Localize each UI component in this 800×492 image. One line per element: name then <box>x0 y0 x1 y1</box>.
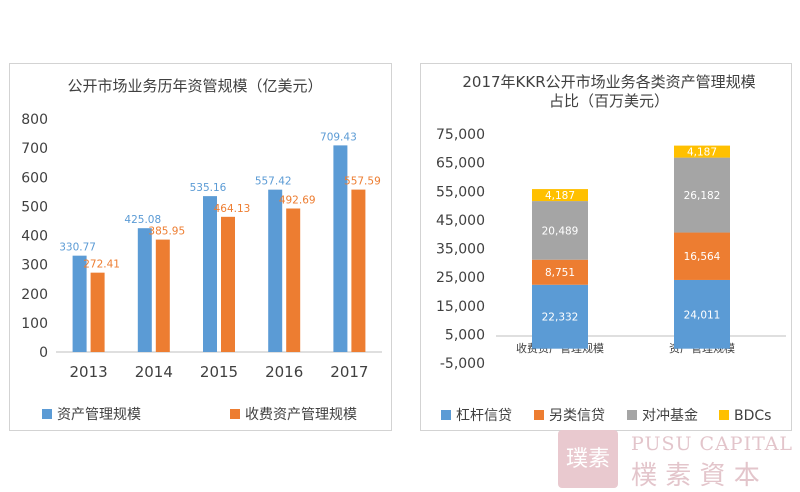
right-bar-segment-aum-1 <box>674 232 730 280</box>
left-x-tick-label: 2014 <box>135 363 173 381</box>
left-data-label: 425.08 <box>124 214 161 226</box>
legend-label-series-2: 收费资产管理规模 <box>245 407 357 423</box>
left-x-tick-label: 2015 <box>200 363 238 381</box>
legend-label-series-1: 资产管理规模 <box>57 407 141 423</box>
right-chart-svg: 2017年KKR公开市场业务各类资产管理规模 占比（百万美元） 75,000 65… <box>436 73 786 424</box>
left-y-tick-label: 500 <box>21 199 48 215</box>
legend-label-leveraged-credit: 杠杆信贷 <box>456 408 512 424</box>
left-data-label: 330.77 <box>59 242 96 254</box>
left-data-label: 385.95 <box>148 226 185 238</box>
right-bar-segment-aum-0 <box>674 279 730 349</box>
logo-chinese-text: 樸 素 資 本 <box>631 461 760 491</box>
right-segment-label: 8,751 <box>545 267 575 279</box>
right-y-tick-label: 65,000 <box>436 156 485 172</box>
logo-seal <box>558 430 618 488</box>
right-bar-segment-fee-aum-3 <box>532 189 588 202</box>
right-chart-title: 2017年KKR公开市场业务各类资产管理规模 <box>462 73 755 91</box>
logo-english-text: PUSU CAPITAL <box>631 433 793 455</box>
right-chart-panel: 2017年KKR公开市场业务各类资产管理规模 占比（百万美元） 75,000 65… <box>420 63 792 431</box>
left-bar-aum-2014 <box>137 228 152 352</box>
left-y-tick-label: 300 <box>21 258 48 274</box>
legend-swatch-alternative-credit <box>534 410 544 420</box>
right-bar-segment-fee-aum-0 <box>532 284 588 349</box>
right-bar-segment-aum-3 <box>674 145 730 158</box>
legend-swatch-bdcs <box>719 410 729 420</box>
left-data-label: 272.41 <box>83 259 120 271</box>
right-bar-segment-fee-aum-1 <box>532 259 588 285</box>
right-bar-segment-fee-aum-2 <box>532 201 588 260</box>
left-data-label: 709.43 <box>320 131 357 143</box>
left-chart-panel: 公开市场业务历年资管规模（亿美元） 0 100 200 300 400 500 600 700… <box>9 63 392 431</box>
right-y-tick-label: 55,000 <box>436 184 485 200</box>
left-data-label: 535.16 <box>190 182 227 194</box>
right-segment-label: 22,332 <box>542 312 579 324</box>
left-bar-aum-2015 <box>203 196 217 352</box>
left-data-label: 557.42 <box>255 176 292 188</box>
left-x-tick-label: 2016 <box>265 363 303 381</box>
right-y-tick-label: 15,000 <box>436 299 485 315</box>
left-bar-fee-aum-2015 <box>221 216 235 352</box>
right-segment-label: 4,187 <box>545 190 575 202</box>
right-y-tick-label: 5,000 <box>445 327 485 343</box>
left-bar-fee-aum-2013 <box>90 272 105 352</box>
left-chart-title: 公开市场业务历年资管规模（亿美元） <box>67 77 322 95</box>
legend-label-hedge-funds: 对冲基金 <box>642 407 698 424</box>
left-y-tick-label: 200 <box>21 287 48 303</box>
legend-swatch-series-2 <box>230 409 240 419</box>
left-bar-aum-2016 <box>268 189 283 352</box>
left-bar-aum-2013 <box>72 255 87 352</box>
legend-swatch-series-1 <box>42 409 52 419</box>
right-segment-label: 20,489 <box>542 225 579 237</box>
right-segment-label: 16,564 <box>684 251 721 263</box>
right-y-tick-label: -5,000 <box>440 356 485 372</box>
left-y-tick-label: 700 <box>21 141 48 157</box>
right-y-tick-label: 75,000 <box>436 127 485 143</box>
left-x-tick-label: 2017 <box>330 363 368 381</box>
left-y-tick-label: 0 <box>39 345 48 361</box>
left-x-tick-label: 2013 <box>70 363 108 381</box>
left-y-tick-label: 400 <box>21 229 48 245</box>
left-data-label: 464.13 <box>214 203 251 215</box>
legend-swatch-leveraged-credit <box>441 410 451 420</box>
right-chart-subtitle: 占比（百万美元） <box>549 92 669 110</box>
right-y-tick-label: 25,000 <box>436 270 485 286</box>
right-y-tick-label: 35,000 <box>436 242 485 258</box>
right-segment-label: 24,011 <box>684 309 721 321</box>
left-chart-svg: 公开市场业务历年资管规模（亿美元） 0 100 200 300 400 500 600 700… <box>21 77 382 423</box>
left-y-tick-label: 100 <box>21 316 48 332</box>
left-data-label: 557.59 <box>344 176 381 188</box>
right-segment-label: 4,187 <box>687 147 717 159</box>
legend-label-bdcs: BDCs <box>734 408 771 424</box>
legend-swatch-hedge-funds <box>627 410 637 420</box>
logo-seal-chars: 璞素 <box>566 447 610 472</box>
left-data-label: 492.69 <box>279 195 316 207</box>
right-bar-segment-aum-2 <box>674 157 730 233</box>
logo-svg: 璞素 PUSU CAPITAL 樸 素 資 本 <box>558 430 793 491</box>
left-bar-fee-aum-2014 <box>155 239 170 352</box>
left-bar-fee-aum-2016 <box>286 208 301 352</box>
left-bar-fee-aum-2017 <box>351 189 366 352</box>
left-y-tick-label: 800 <box>21 112 48 128</box>
left-y-tick-label: 600 <box>21 170 48 186</box>
right-y-tick-label: 45,000 <box>436 213 485 229</box>
legend-label-alternative-credit: 另类信贷 <box>549 408 605 424</box>
left-bar-aum-2017 <box>333 145 348 352</box>
right-segment-label: 26,182 <box>684 190 721 202</box>
pusu-capital-logo: 璞素 PUSU CAPITAL 樸 素 資 本 <box>553 428 800 492</box>
